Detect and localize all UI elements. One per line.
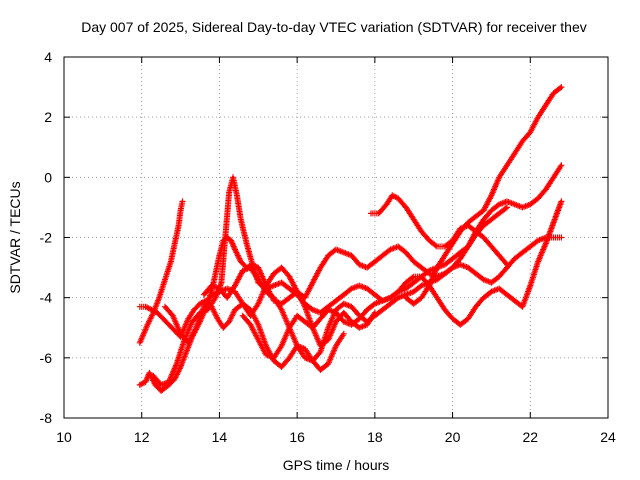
x-axis-label: GPS time / hours <box>283 457 390 473</box>
y-tick-label: 4 <box>44 49 52 65</box>
plus-markers <box>150 162 565 388</box>
plus-markers <box>200 234 565 364</box>
chart-title: Day 007 of 2025, Sidereal Day-to-day VTE… <box>81 19 587 35</box>
plus-markers <box>136 198 186 346</box>
x-axis-ticks: 10 12 14 16 18 20 22 24 <box>56 57 616 445</box>
series-track-9 <box>402 84 565 307</box>
x-tick-label: 10 <box>56 429 72 445</box>
y-axis-ticks: -8 -6 -4 -2 0 2 4 <box>40 49 608 426</box>
x-tick-label: 24 <box>600 429 616 445</box>
y-axis-label: SDTVAR / TECUs <box>7 181 23 293</box>
plus-markers <box>402 84 565 307</box>
y-tick-label: -8 <box>40 410 53 426</box>
series-track-4 <box>150 162 565 388</box>
y-tick-label: -4 <box>40 290 53 306</box>
y-tick-label: -6 <box>40 350 53 366</box>
y-tick-label: 2 <box>44 109 52 125</box>
data-marks <box>136 84 565 394</box>
series-track-8 <box>239 198 565 361</box>
x-tick-label: 14 <box>212 429 228 445</box>
x-tick-label: 20 <box>445 429 461 445</box>
x-tick-label: 16 <box>289 429 305 445</box>
y-tick-label: -2 <box>40 230 53 246</box>
series-track-6 <box>200 234 565 364</box>
x-tick-label: 18 <box>367 429 383 445</box>
plus-markers <box>239 198 565 361</box>
series-track-2 <box>136 198 186 346</box>
x-tick-label: 12 <box>134 429 150 445</box>
x-tick-label: 22 <box>522 429 538 445</box>
grid-lines <box>64 57 608 418</box>
y-tick-label: 0 <box>44 169 52 185</box>
